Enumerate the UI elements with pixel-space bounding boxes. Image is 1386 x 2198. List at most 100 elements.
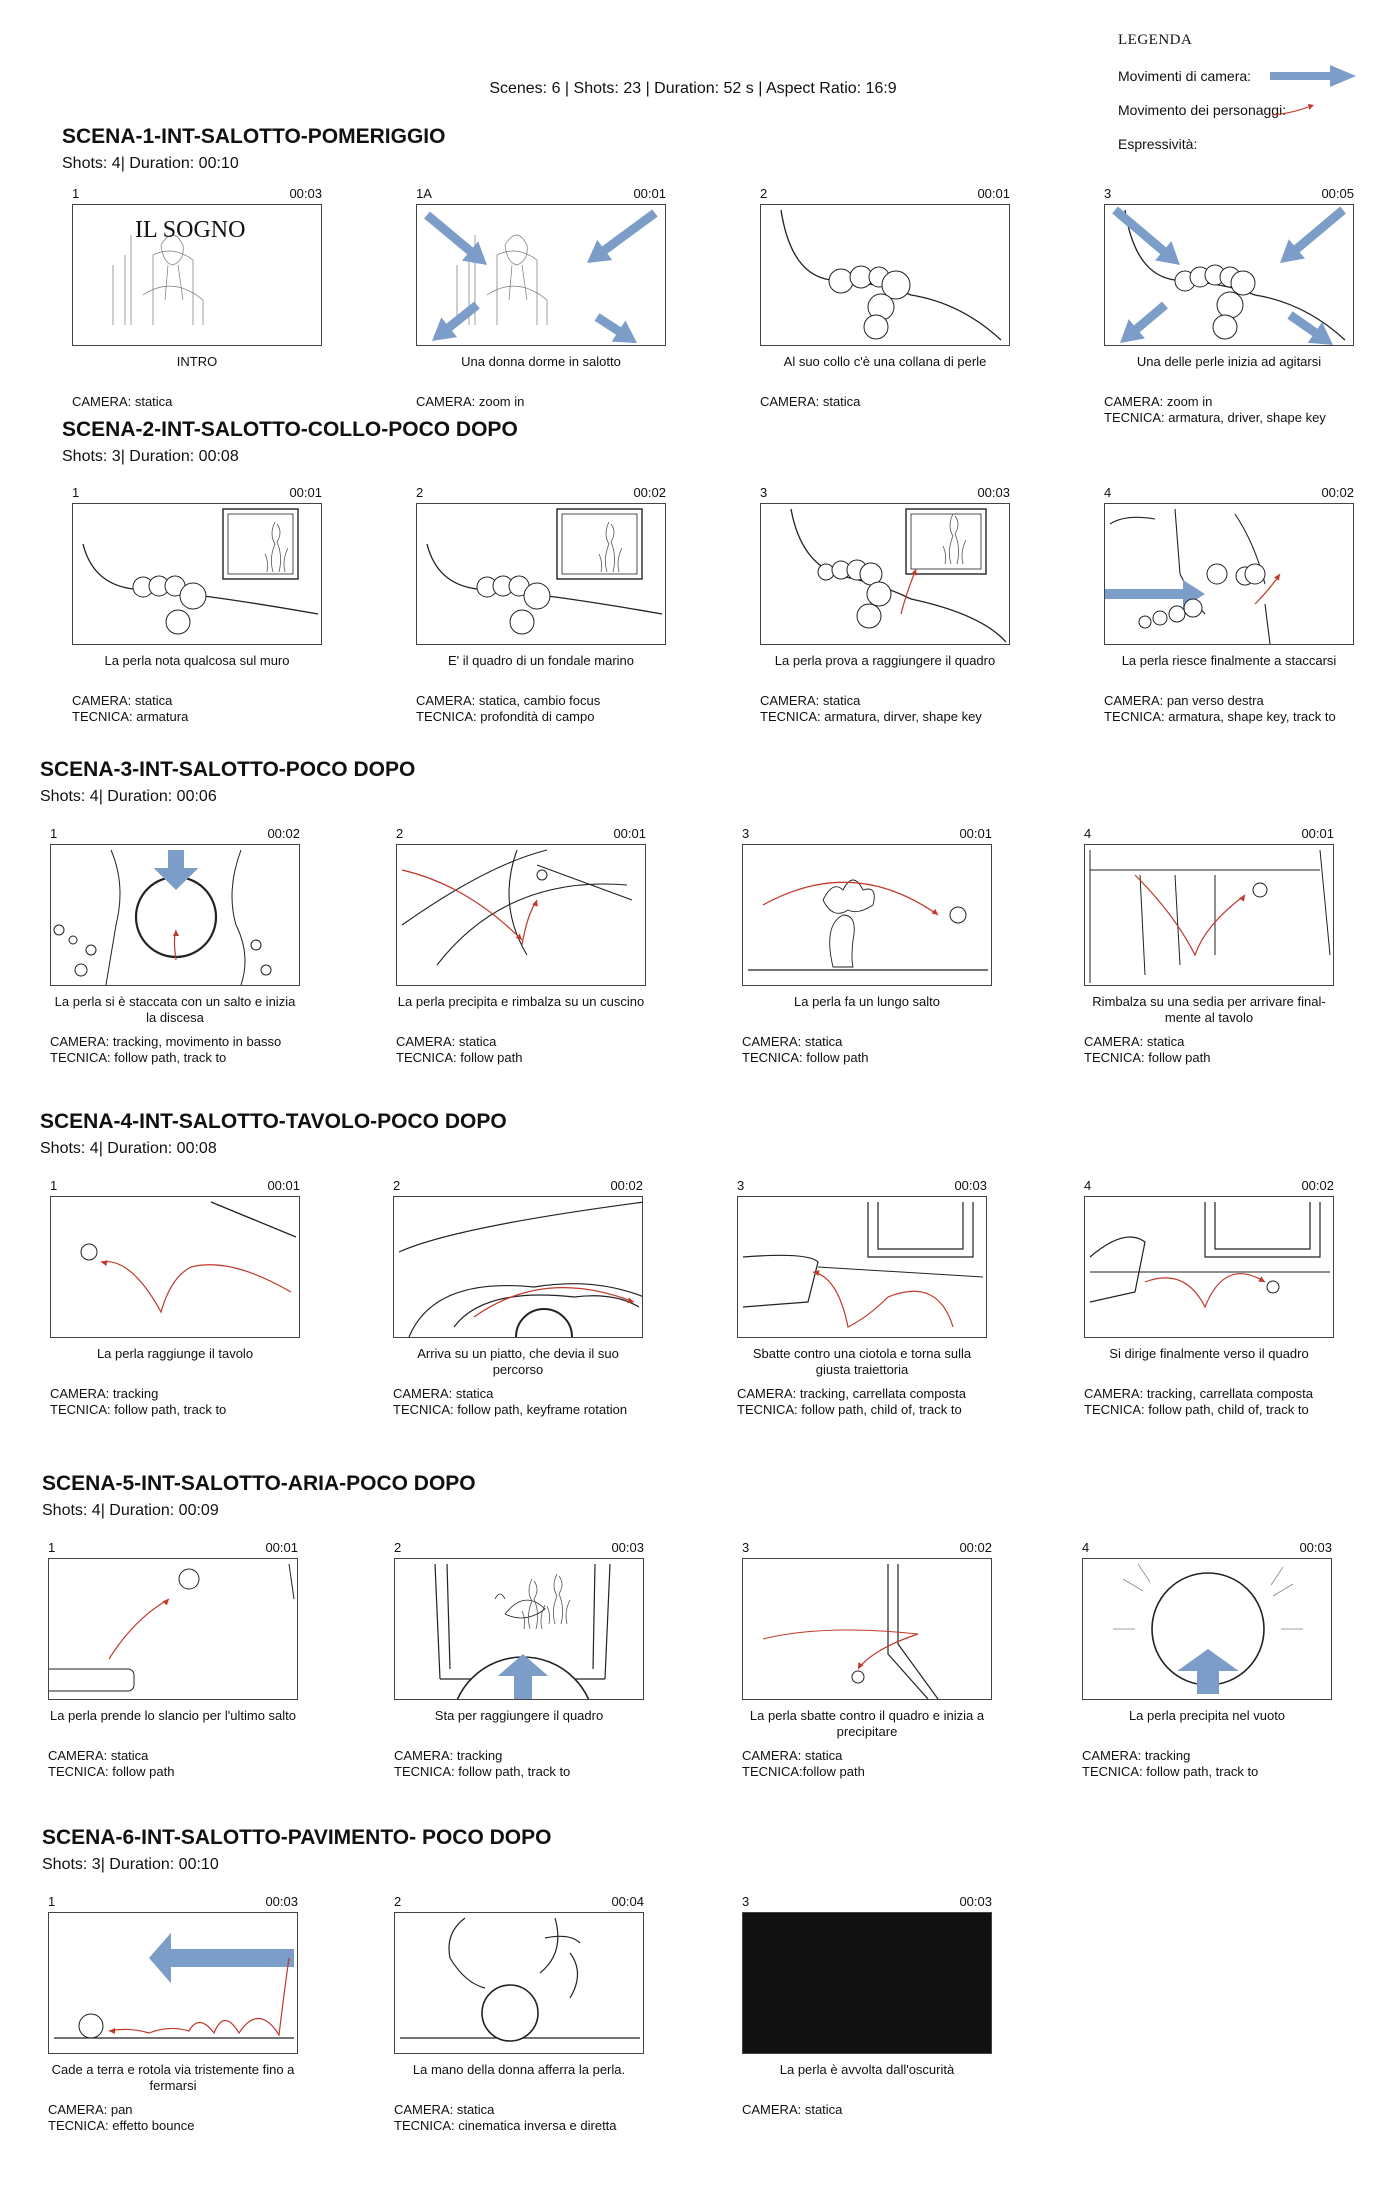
shot-camera: CAMERA: pan (48, 2102, 133, 2117)
shot-caption: Al suo collo c'è una collana di perle (783, 354, 987, 369)
shot-caption: La perla si è staccata con un salto e in… (54, 994, 296, 1025)
shot-number: 2 (394, 1894, 402, 1909)
shot-sketch (49, 1563, 295, 1692)
shot-tecnica: TECNICA: follow path (1084, 1050, 1211, 1065)
scene-info: Shots: 3| Duration: 00:10 (42, 1856, 219, 1873)
shot-time: 00:02 (267, 826, 300, 841)
shot-time: 00:05 (1321, 186, 1354, 201)
shot-frame (742, 844, 992, 986)
shot-caption: La perla precipita nel vuoto (1128, 1708, 1286, 1723)
legend-expressivity-label: Espressività: (1118, 136, 1198, 152)
legend-title: LEGENDA (1118, 32, 1193, 48)
shot-time: 00:02 (610, 1178, 643, 1193)
shot-frame (416, 503, 666, 645)
character-move-arrow-icon (1271, 104, 1314, 116)
shot-number: 1A (416, 186, 432, 201)
shot-number: 2 (416, 485, 424, 500)
shot-caption: Rimbalza su una sedia per arrivare final… (1092, 994, 1326, 1025)
shot-number: 1 (50, 826, 58, 841)
shot-notes: CAMERA: statica (760, 394, 1010, 410)
shot-caption: E' il quadro di un fondale marino (447, 653, 635, 668)
shot-camera: CAMERA: tracking (1082, 1748, 1191, 1763)
shot-header: 3 00:03 (760, 485, 1010, 501)
shot-number: 1 (48, 1894, 56, 1909)
shot-header: 1 00:01 (48, 1540, 298, 1556)
shot-panel: 1 00:03 Cade a terra e rotola via triste… (48, 1894, 298, 2134)
shot-camera: CAMERA: statica (72, 394, 173, 409)
scene-title: SCENA-4-INT-SALOTTO-TAVOLO-POCO DOPO (40, 1110, 507, 1133)
shot-frame (50, 1196, 300, 1338)
shot-caption: Sta per raggiungere il quadro (434, 1708, 604, 1723)
scene-title: SCENA-2-INT-SALOTTO-COLLO-POCO DOPO (62, 418, 518, 441)
expressivity-lines-icon (1268, 131, 1328, 157)
shot-header: 4 00:02 (1104, 485, 1354, 501)
shot-tecnica: TECNICA: armatura, shape key, track to (1104, 709, 1336, 724)
shot-panel: 2 00:01 Al suo collo c'è una collana di … (760, 186, 1010, 410)
shot-tecnica: TECNICA:follow path (742, 1764, 865, 1779)
shot-sketch (400, 1917, 640, 2042)
shot-camera: CAMERA: statica (742, 1034, 843, 1049)
shot-header: 2 00:01 (760, 186, 1010, 202)
scene-info: Shots: 3| Duration: 00:08 (62, 448, 239, 465)
shot-frame (394, 1912, 644, 2054)
shot-tecnica: TECNICA: follow path, child of, track to (737, 1402, 962, 1417)
shot-caption: La perla è avvolta dall'oscurità (779, 2062, 955, 2077)
shot-header: 1 00:03 (48, 1894, 298, 1910)
shot-caption: La perla prende lo slancio per l'ultimo … (49, 1708, 296, 1723)
shot-caption: Sbatte contro una ciotola e torna sulla … (752, 1346, 972, 1377)
shot-frame (1104, 503, 1354, 645)
frame-title: IL SOGNO (135, 217, 246, 243)
scene-info: Shots: 4| Duration: 00:06 (40, 788, 217, 805)
shot-notes: CAMERA: tracking TECNICA: follow path, t… (394, 1748, 644, 1780)
shot-camera: CAMERA: tracking (394, 1748, 503, 1763)
shot-notes: CAMERA: statica, cambio focus TECNICA: p… (416, 693, 666, 725)
shot-tecnica: TECNICA: profondità di campo (416, 709, 595, 724)
shot-time: 00:01 (267, 1178, 300, 1193)
shot-camera: CAMERA: statica (742, 2102, 843, 2117)
shot-caption: La perla nota qualcosa sul muro (104, 653, 290, 668)
shot-time: 00:03 (611, 1540, 644, 1555)
shot-panel: 4 00:02 Si dirige finalmente verso il qu… (1084, 1178, 1334, 1418)
shot-header: 3 00:01 (742, 826, 992, 842)
shot-caption: La perla sbatte contro il quadro e inizi… (749, 1708, 985, 1739)
shot-camera: CAMERA: zoom in (1104, 394, 1213, 409)
shot-time: 00:01 (959, 826, 992, 841)
shot-notes: CAMERA: statica (72, 394, 322, 410)
shot-panel: 2 00:04 La mano della donna afferra la p… (394, 1894, 644, 2134)
scene-title: SCENA-1-INT-SALOTTO-POMERIGGIO (62, 125, 446, 148)
shot-camera: CAMERA: statica (72, 693, 173, 708)
shot-caption: Si dirige finalmente verso il quadro (1109, 1346, 1309, 1361)
shot-frame: IL SOGNO (72, 204, 322, 346)
shot-frame (48, 1912, 298, 2054)
shot-header: 3 00:05 (1104, 186, 1354, 202)
shot-frame (742, 1558, 992, 1700)
shot-panel: 3 00:02 La perla sbatte contro il quadro… (742, 1540, 992, 1780)
shot-sketch (398, 1201, 642, 1337)
shot-notes: CAMERA: statica (742, 2102, 992, 2118)
shot-panel: 3 00:05 Una delle perle inizia ad agitar… (1104, 186, 1354, 426)
shot-caption: La perla fa un lungo salto (794, 994, 940, 1009)
shot-number: 4 (1082, 1540, 1090, 1555)
shot-sketch (1112, 206, 1346, 345)
shot-tecnica: TECNICA: follow path (48, 1764, 175, 1779)
shot-camera: CAMERA: statica (1084, 1034, 1185, 1049)
shot-time: 00:03 (1299, 1540, 1332, 1555)
shot-time: 00:01 (265, 1540, 298, 1555)
shot-header: 1 00:02 (50, 826, 300, 842)
scene-title: SCENA-5-INT-SALOTTO-ARIA-POCO DOPO (42, 1472, 476, 1495)
shot-panel: 2 00:02 E' il quadro di un fondale marin… (416, 485, 666, 725)
shot-tecnica: TECNICA: follow path (396, 1050, 523, 1065)
shot-number: 2 (396, 826, 404, 841)
shot-header: 3 00:03 (742, 1894, 992, 1910)
shot-frame (48, 1558, 298, 1700)
shot-number: 2 (394, 1540, 402, 1555)
shot-notes: CAMERA: statica TECNICA: cinematica inve… (394, 2102, 644, 2134)
shot-notes: CAMERA: tracking, movimento in basso TEC… (50, 1034, 300, 1066)
shot-number: 1 (48, 1540, 56, 1555)
shot-time: 00:03 (954, 1178, 987, 1193)
shot-caption: La perla prova a raggiungere il quadro (774, 653, 996, 668)
shot-number: 3 (742, 1540, 750, 1555)
shot-header: 3 00:02 (742, 1540, 992, 1556)
shot-camera: CAMERA: statica (760, 693, 861, 708)
shot-frame (760, 204, 1010, 346)
